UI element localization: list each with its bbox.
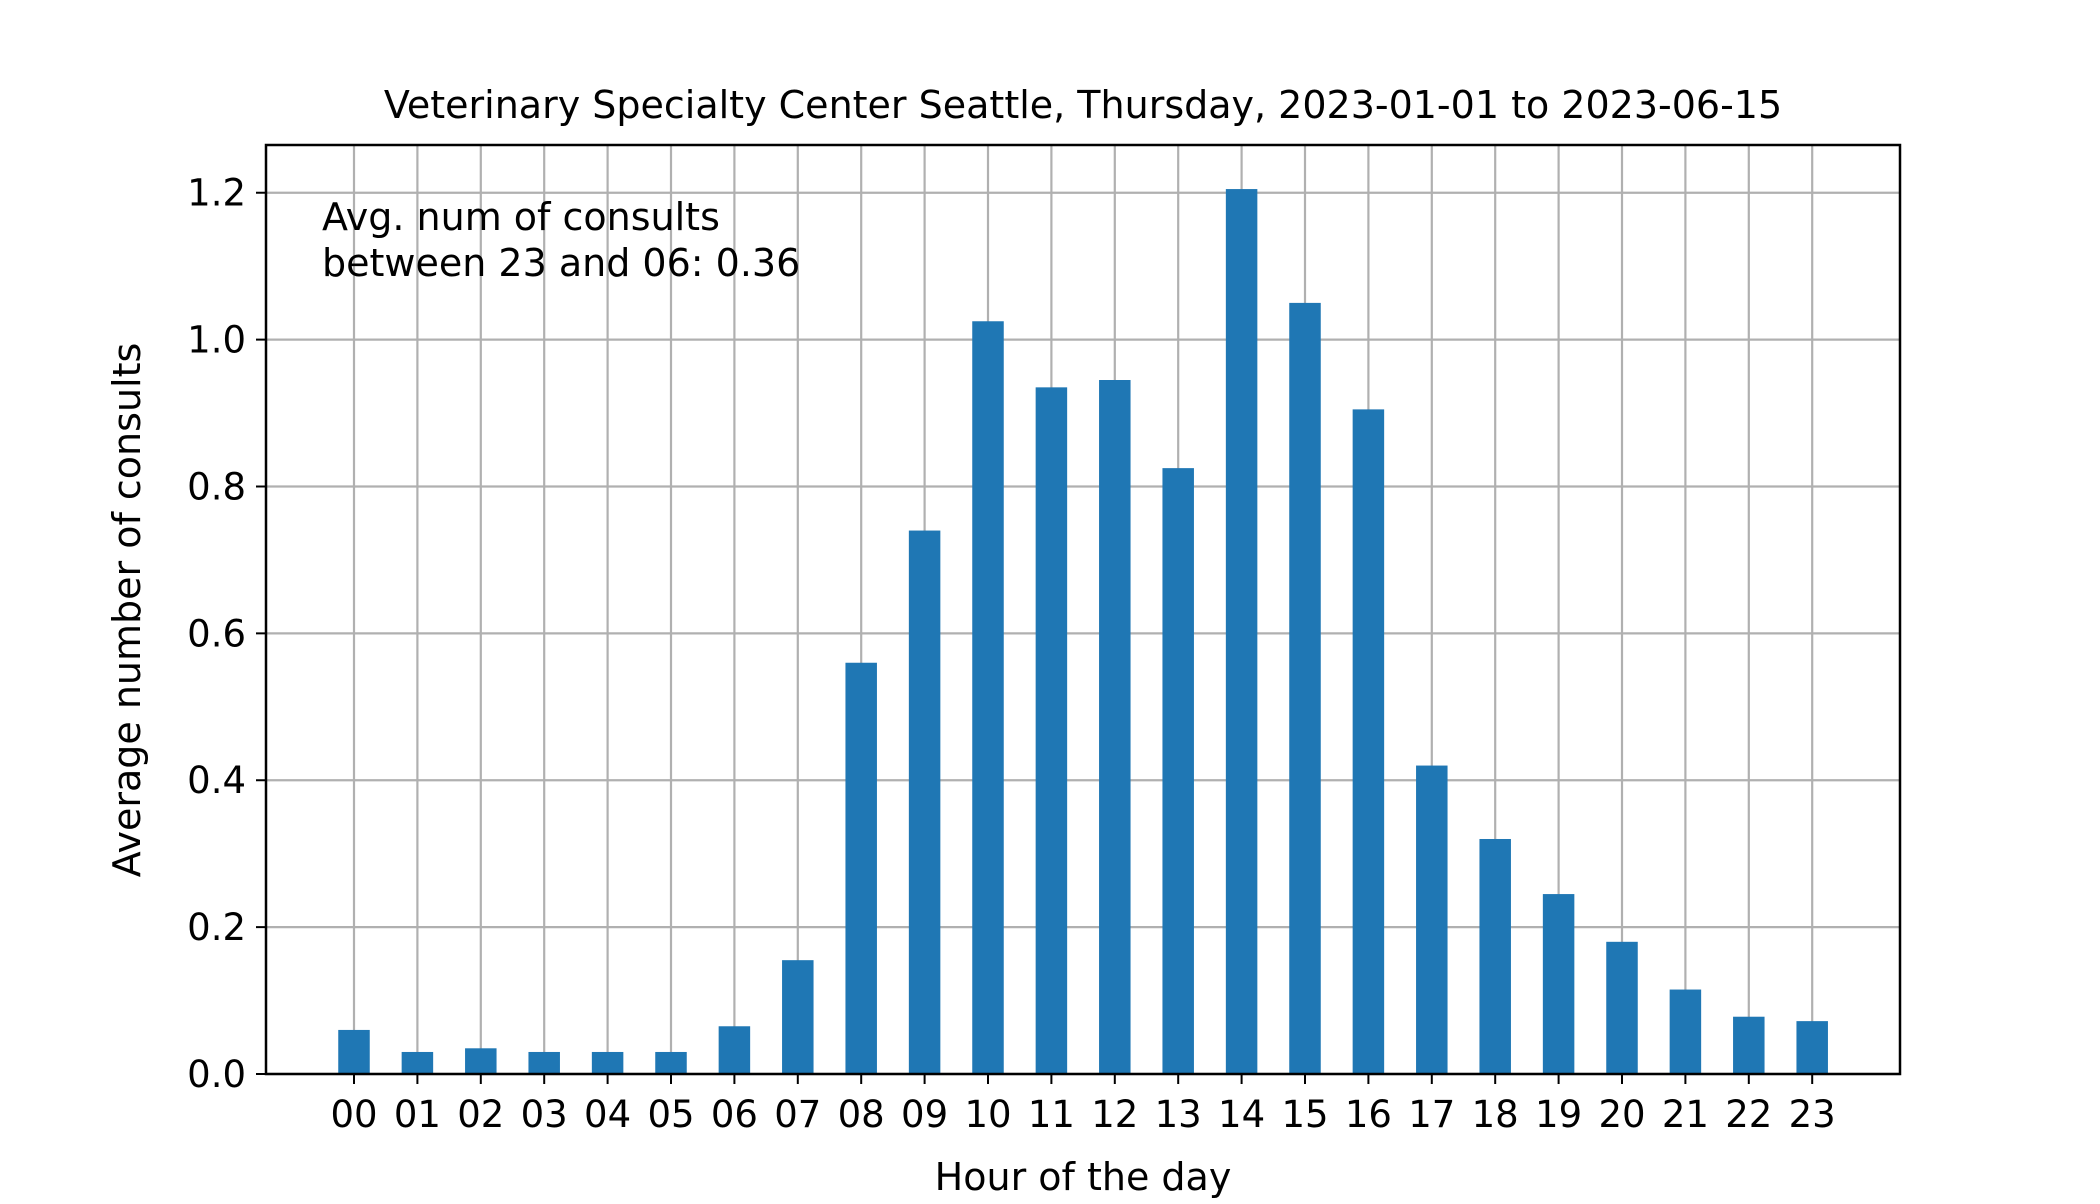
bar-01: [401, 1051, 434, 1074]
plot-frame: [264, 143, 1902, 1076]
bar-13: [1162, 468, 1194, 1074]
bar-06: [718, 1026, 751, 1074]
x-tick-label: 23: [1789, 1093, 1836, 1136]
y-axis-label: Average number of consults: [105, 343, 149, 878]
x-tick-label: 14: [1218, 1093, 1265, 1136]
y-tick-label: 0.8: [187, 465, 246, 508]
x-tick-label: 13: [1155, 1093, 1202, 1136]
x-axis-label: Hour of the day: [935, 1155, 1232, 1199]
x-tick-label: 16: [1345, 1093, 1392, 1136]
bar-18: [1479, 838, 1511, 1074]
x-tick-label: 21: [1662, 1093, 1709, 1136]
bar-00: [338, 1029, 370, 1074]
y-tick-label: 1.2: [187, 172, 246, 215]
bar-09: [908, 530, 941, 1074]
x-tick-label: 19: [1535, 1093, 1582, 1136]
x-tick-label: 11: [1028, 1093, 1075, 1136]
bar-11: [1035, 387, 1068, 1074]
y-tick-label: 0.2: [187, 906, 246, 949]
x-tick-label: 12: [1091, 1093, 1138, 1136]
x-tick-label: 02: [457, 1093, 504, 1136]
x-tick-label: 04: [584, 1093, 631, 1136]
bar-16: [1352, 409, 1385, 1074]
chart-title: Veterinary Specialty Center Seattle, Thu…: [384, 83, 1782, 127]
tick-labels: 00 01 02 03 04 05 06 07 08 09 10 11 12 13 14 15 16 17 18 19…: [187, 172, 1836, 1136]
x-tick-label: 09: [901, 1093, 948, 1136]
annotation-line-1: Avg. num of consults: [322, 195, 720, 239]
y-tick-label: 0.6: [187, 612, 246, 655]
bar-08: [845, 662, 877, 1074]
x-tick-label: 18: [1472, 1093, 1519, 1136]
y-tick-label: 0.0: [187, 1053, 246, 1096]
bar-15: [1289, 302, 1321, 1074]
bar-07: [782, 960, 814, 1074]
x-tick-label: 03: [521, 1093, 568, 1136]
bar-02: [465, 1048, 497, 1074]
bar-05: [655, 1051, 687, 1074]
axis-ticks: [256, 191, 1814, 1084]
bar-04: [591, 1051, 624, 1074]
x-tick-label: 20: [1598, 1093, 1645, 1136]
x-tick-label: 00: [330, 1093, 377, 1136]
bar-12: [1099, 380, 1131, 1074]
x-tick-label: 05: [647, 1093, 694, 1136]
bar-17: [1416, 765, 1448, 1074]
bar-23: [1796, 1021, 1828, 1074]
x-tick-label: 17: [1408, 1093, 1455, 1136]
bar-10: [972, 321, 1004, 1075]
x-tick-label: 01: [394, 1093, 441, 1136]
y-tick-label: 0.4: [187, 759, 246, 802]
y-tick-label: 1.0: [187, 319, 246, 362]
x-tick-label: 07: [774, 1093, 821, 1136]
x-tick-label: 10: [964, 1093, 1011, 1136]
x-tick-label: 15: [1281, 1093, 1328, 1136]
bar-19: [1542, 894, 1575, 1074]
bar-20: [1606, 941, 1638, 1074]
x-tick-label: 22: [1725, 1093, 1772, 1136]
x-tick-label: 06: [711, 1093, 758, 1136]
bar-21: [1669, 989, 1702, 1074]
annotation-line-2: between 23 and 06: 0.36: [322, 241, 800, 285]
bar-14: [1225, 189, 1258, 1075]
bar-03: [528, 1051, 560, 1074]
bars: [338, 189, 1828, 1075]
bar-22: [1733, 1016, 1765, 1074]
x-tick-label: 08: [838, 1093, 885, 1136]
